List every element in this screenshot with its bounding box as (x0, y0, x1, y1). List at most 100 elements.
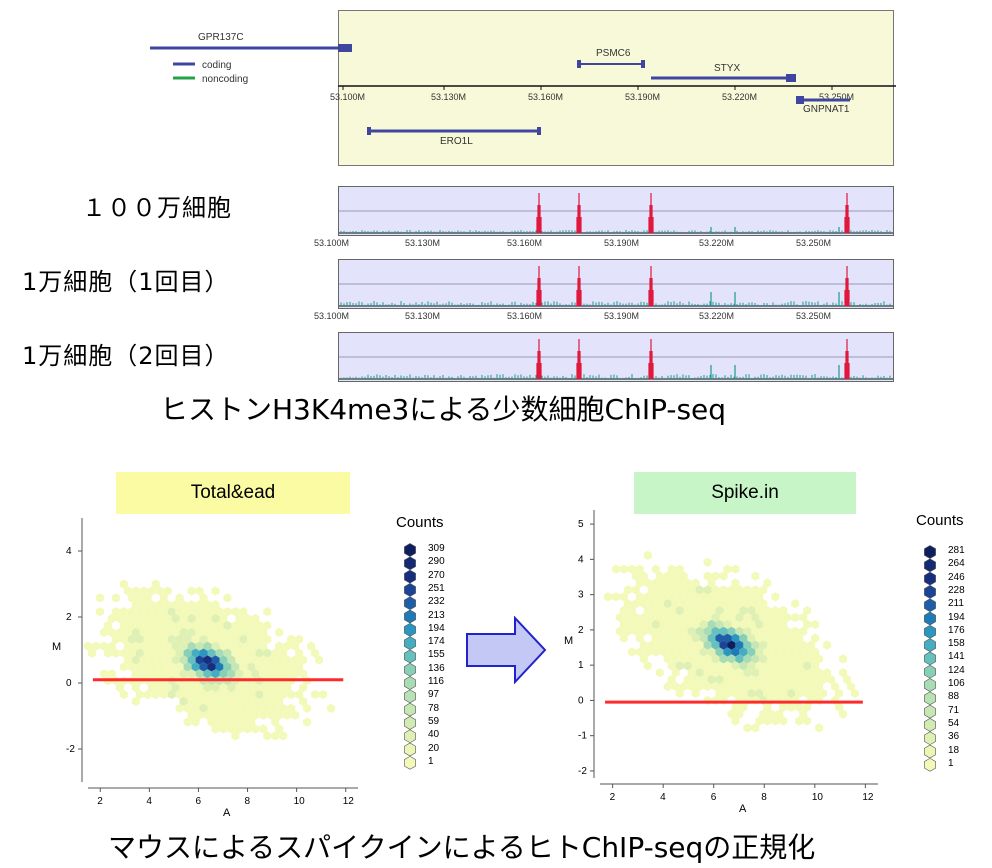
hexbin-cell (179, 655, 188, 665)
hexbin-cell (135, 689, 144, 700)
hexbin-cell (683, 578, 692, 588)
y-tick-label: 2 (578, 625, 584, 636)
hexbin-cell (223, 703, 232, 713)
hexbin-cell (223, 717, 232, 727)
hexbin-cell (147, 683, 156, 693)
hexbin-cell (799, 626, 808, 636)
hexbin-cell (631, 626, 640, 636)
hexbin-cell (703, 571, 712, 581)
hexbin-cell (143, 662, 152, 672)
legend-hex-swatch (924, 731, 936, 746)
hexbin-cell (739, 633, 748, 643)
legend-hex-swatch (924, 598, 936, 613)
hexbin-cell (751, 612, 760, 623)
chip-track-3 (338, 332, 894, 382)
legend-count-label: 116 (428, 676, 444, 687)
hexbin-cell (683, 647, 692, 657)
hexbin-cell (695, 585, 704, 595)
hexbin-cell (667, 619, 676, 629)
hexbin-cell (243, 614, 252, 624)
track-axis-tick: 53.250M (796, 238, 831, 248)
hexbin-cell (639, 654, 648, 664)
hexbin-cell (823, 668, 832, 678)
hexbin-cell (127, 607, 136, 617)
hexbin-cell (287, 689, 296, 700)
hexbin-cell (96, 607, 104, 617)
hexbin-cell (691, 688, 700, 698)
hexbin-cell (247, 689, 256, 700)
hexbin-cell (683, 606, 692, 616)
hexbin-cell (715, 675, 724, 685)
hexbin-cell (671, 654, 680, 664)
hexbin-cell (155, 600, 164, 610)
legend-count-label: 194 (428, 622, 445, 634)
hexbin-cell (247, 703, 256, 713)
hexbin-cell (783, 626, 792, 636)
hexbin-cell (215, 717, 224, 727)
hexbin-cell (175, 689, 184, 700)
hexbin-cell (659, 647, 668, 657)
hexbin-cell (735, 654, 744, 664)
hexbin-cell (807, 640, 816, 650)
legend-count-label: 136 (428, 662, 445, 674)
hexbin-cell (119, 689, 128, 700)
hexbin-cell (135, 593, 144, 603)
hexbin-cell (259, 696, 268, 706)
hexbin-cell (719, 571, 728, 581)
hexbin-cell (187, 710, 196, 720)
hexbin-cell (283, 655, 292, 665)
legend-count-label: 97 (428, 689, 440, 701)
hexbin-cell (735, 612, 744, 623)
hexbin-cell (771, 606, 780, 616)
hexbin-cell (139, 655, 148, 665)
hexbin-cell (275, 641, 284, 651)
hexbin-cell (643, 619, 652, 629)
hexbin-cell (271, 689, 280, 700)
hexbin-cell (799, 668, 808, 678)
hexbin-cell (687, 640, 696, 650)
legend-hex-swatch (404, 676, 416, 690)
hexbin-cell (783, 681, 792, 692)
hexbin-cell (803, 702, 812, 712)
hexbin-cell (647, 585, 656, 595)
hexbin-cell (703, 557, 712, 567)
hexbin-cell (179, 669, 188, 679)
hexbin-cell (695, 668, 704, 678)
legend-count-label: 124 (948, 664, 965, 676)
hexbin-cell (659, 578, 668, 588)
hexbin-cell (791, 599, 800, 609)
hexbin-cell (723, 619, 732, 629)
hexbin-cell (743, 599, 752, 609)
hexbin-cell (767, 709, 776, 719)
hexbin-cell (227, 669, 236, 679)
hexbin-cell (707, 606, 716, 616)
hexbin-cell (127, 662, 136, 672)
hexbin-cell (795, 675, 804, 685)
hexbin-cell (775, 640, 784, 650)
hexbin-cell (299, 696, 308, 706)
hexbin-cell (271, 648, 280, 658)
hexbin-cell (727, 654, 736, 664)
hexbin-cell (155, 641, 164, 651)
hexbin-cell (667, 675, 676, 685)
hexbin-cell (671, 626, 680, 636)
hexbin-cell (763, 578, 772, 588)
hexbin-cell (767, 640, 776, 650)
hexbin-cell (711, 571, 720, 581)
hexbin-cell (251, 710, 260, 720)
hexbin-cell (623, 599, 632, 609)
hexbin-cell (703, 612, 712, 623)
hexbin-cell (787, 647, 796, 657)
hexbin-cell (803, 619, 812, 629)
hexbin-cell (651, 647, 660, 657)
hexbin-cell (227, 641, 236, 651)
legend-count-label: 36 (948, 731, 960, 743)
hexbin-cell (755, 661, 764, 671)
hexbin-cell (795, 633, 804, 643)
hexbin-cell (291, 641, 300, 651)
hexbin-cell (731, 688, 740, 698)
hexbin-cell (147, 586, 156, 596)
hexbin-cell (171, 669, 180, 679)
hexbin-cell (767, 668, 776, 678)
hexbin-cell (771, 716, 780, 726)
